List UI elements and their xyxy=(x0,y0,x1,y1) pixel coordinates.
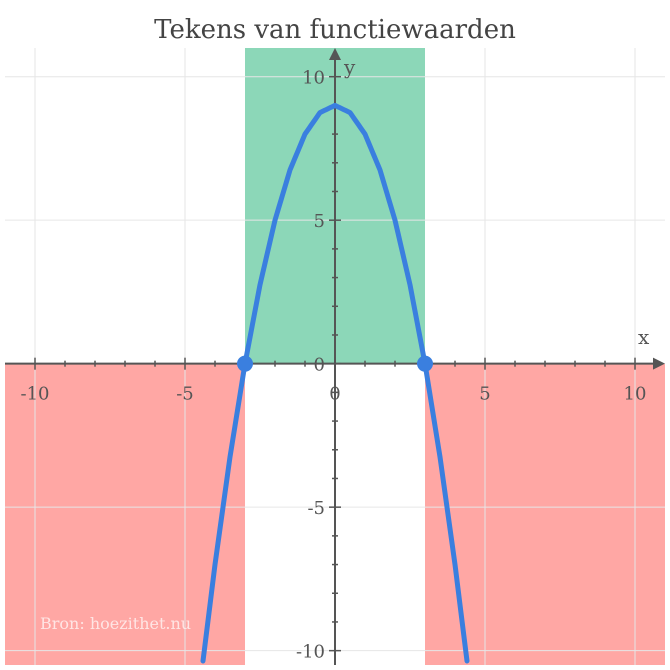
negative-region-1 xyxy=(5,363,245,665)
negative-region-3 xyxy=(425,363,665,665)
y-axis-arrow xyxy=(329,48,341,60)
x-tick-label: -10 xyxy=(21,384,50,405)
zero-point-2 xyxy=(417,355,433,372)
chart-title: Tekens van functiewaarden xyxy=(154,15,516,45)
y-tick-label: 0 xyxy=(314,355,325,376)
x-axis-label: x xyxy=(638,325,650,349)
y-axis-label: y xyxy=(343,55,356,79)
x-tick-label: 0 xyxy=(329,384,340,405)
x-tick-label: 10 xyxy=(624,384,647,405)
zero-points xyxy=(237,355,433,372)
tick-labels: -10 -5 0 5 10 -10 -5 0 5 10 xyxy=(21,68,647,663)
y-tick-label: 5 xyxy=(314,211,325,232)
y-tick-label: 10 xyxy=(302,68,325,89)
x-axis-arrow xyxy=(653,357,665,370)
x-tick-label: -5 xyxy=(176,384,194,405)
y-tick-label: -10 xyxy=(296,642,325,663)
y-tick-label: -5 xyxy=(307,498,325,519)
source-watermark: Bron: hoezithet.nu xyxy=(40,614,191,633)
x-tick-label: 5 xyxy=(479,384,490,405)
zero-point-1 xyxy=(237,355,253,372)
